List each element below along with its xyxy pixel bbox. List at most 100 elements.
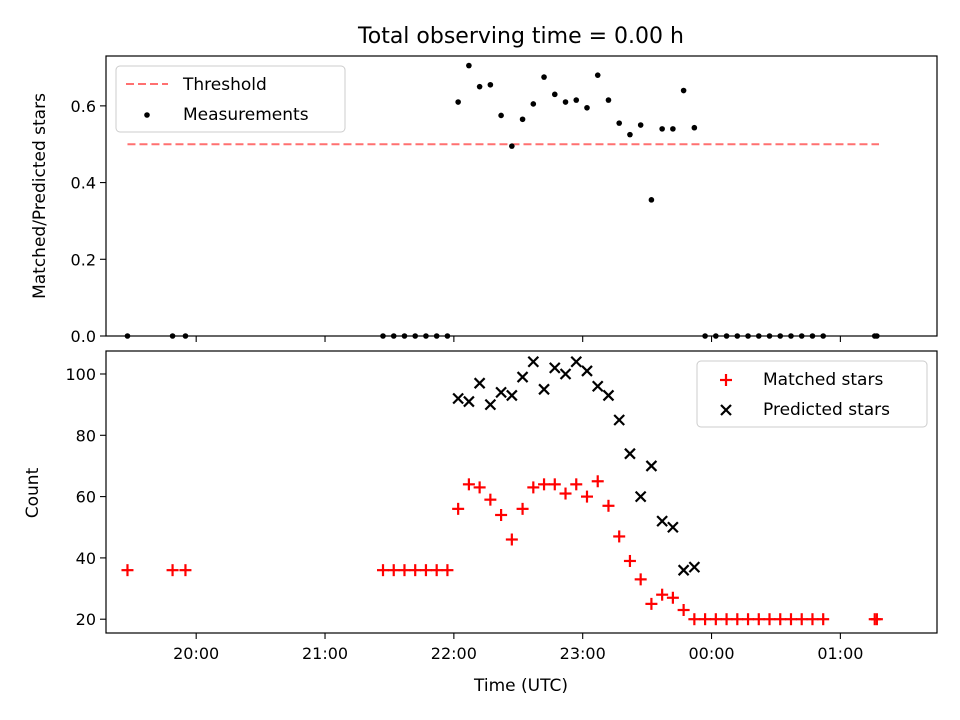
predicted-star-point — [613, 414, 625, 426]
matched-star-point — [591, 475, 604, 488]
measurement-point — [680, 87, 687, 94]
predicted-star-point — [570, 355, 583, 368]
predicted-star-point — [591, 380, 604, 393]
predicted-star-point — [506, 389, 518, 402]
matched-star-point — [731, 613, 744, 626]
matched-star-point — [677, 604, 690, 617]
measurement-point — [573, 97, 580, 103]
matched-star-point — [377, 564, 389, 577]
top-y-ticks: 0.0 0.2 0.4 0.6 — [71, 97, 106, 346]
legend-matched-marker — [720, 374, 732, 386]
bottom-axes-frame — [105, 350, 938, 634]
top-y-tick-label: 0.6 — [71, 97, 96, 116]
legend-threshold-label: Threshold — [182, 75, 267, 95]
measurement-point — [616, 120, 623, 126]
top-x-ticks — [195, 336, 841, 342]
measurement-point — [637, 122, 644, 128]
measurement-point — [648, 197, 655, 203]
matched-star-point — [699, 613, 712, 626]
bottom-legend-box — [696, 360, 928, 428]
top-axes-frame — [105, 55, 938, 337]
bottom-y-tick-label: 20 — [76, 610, 96, 629]
matched-star-point — [570, 478, 583, 491]
predicted-star-point — [538, 383, 550, 396]
predicted-star-point — [688, 561, 701, 573]
bottom-x-tick-label: 20:00 — [173, 644, 219, 663]
measurement-point — [562, 99, 569, 105]
top-panel: Matched/Predicted stars 0.0 0.2 0.4 0.6 Thr… — [30, 55, 938, 346]
predicted-star-point — [527, 355, 540, 368]
bottom-ylabel: Count — [23, 467, 43, 518]
bottom-xlabel: Time (UTC) — [473, 676, 568, 696]
matched-star-point — [774, 613, 787, 626]
matched-star-point — [806, 613, 819, 626]
chart-title: Total observing time = 0.00 h — [357, 24, 684, 49]
matched-star-point — [720, 613, 733, 626]
legend-matched-label: Matched stars — [763, 370, 883, 390]
matched-star-point — [817, 613, 830, 626]
top-legend-box — [115, 65, 346, 133]
matched-star-point — [430, 564, 443, 577]
measurement-point — [551, 91, 558, 98]
measurement-point — [584, 104, 590, 111]
predicted-star-point — [495, 386, 507, 399]
bottom-x-tick-label: 23:00 — [560, 644, 606, 663]
measurement-point — [466, 62, 472, 69]
top-ylabel: Matched/Predicted stars — [30, 93, 50, 299]
matched-star-point — [473, 481, 486, 494]
matched-star-point — [548, 478, 561, 491]
matched-star-point — [645, 597, 658, 610]
matched-star-point — [602, 499, 615, 512]
matched-star-point — [398, 564, 411, 577]
predicted-star-point — [602, 389, 615, 402]
measurement-point — [530, 101, 537, 107]
predicted-star-point — [645, 460, 658, 472]
measurement-point — [594, 72, 601, 78]
bottom-legend: Matched stars Predicted stars — [696, 360, 928, 428]
predicted-star-point — [581, 365, 593, 377]
matched-star-point — [752, 613, 765, 626]
measurement-point — [487, 81, 494, 88]
bottom-y-ticks: 20 40 60 80 100 — [65, 365, 106, 629]
matched-star-point — [688, 613, 701, 626]
measurement-point — [541, 74, 547, 80]
legend-predicted-label: Predicted stars — [763, 400, 890, 420]
matched-star-point — [484, 493, 497, 506]
predicted-star-point — [463, 395, 475, 408]
predicted-star-point — [667, 521, 679, 534]
measurement-point — [605, 97, 612, 103]
bottom-y-tick-label: 60 — [76, 488, 96, 507]
predicted-star-point — [516, 371, 529, 383]
top-y-tick-label: 0.2 — [71, 250, 96, 269]
bottom-y-tick-label: 40 — [76, 549, 96, 568]
matched-star-point — [166, 564, 179, 577]
matched-star-point — [613, 530, 626, 543]
matched-star-point — [179, 564, 192, 577]
measurement-point — [670, 126, 676, 132]
matched-star-point — [795, 613, 808, 626]
predicted-star-point — [624, 447, 636, 460]
matched-star-point — [538, 478, 551, 491]
predicted-star-point — [549, 362, 561, 374]
legend-measurements-label: Measurements — [183, 105, 309, 125]
matched-star-point — [580, 490, 593, 503]
matched-star-point — [516, 502, 529, 515]
measurement-point — [509, 143, 515, 149]
predicted-star-point — [484, 398, 497, 411]
matched-star-point — [634, 573, 647, 586]
matched-star-point — [784, 613, 797, 626]
bottom-y-tick-label: 100 — [65, 365, 96, 384]
top-y-tick-label: 0.0 — [71, 327, 96, 346]
bottom-x-tick-label: 22:00 — [431, 644, 477, 663]
matched-star-point — [527, 481, 540, 494]
bottom-x-tick-label: 21:00 — [302, 644, 348, 663]
predicted-star-point — [656, 515, 668, 527]
matched-star-point — [709, 613, 722, 626]
measurement-point — [627, 131, 633, 138]
matched-star-point — [656, 588, 669, 601]
matched-star-point — [505, 533, 518, 546]
measurement-point — [455, 99, 461, 105]
matched-star-point — [441, 564, 454, 577]
